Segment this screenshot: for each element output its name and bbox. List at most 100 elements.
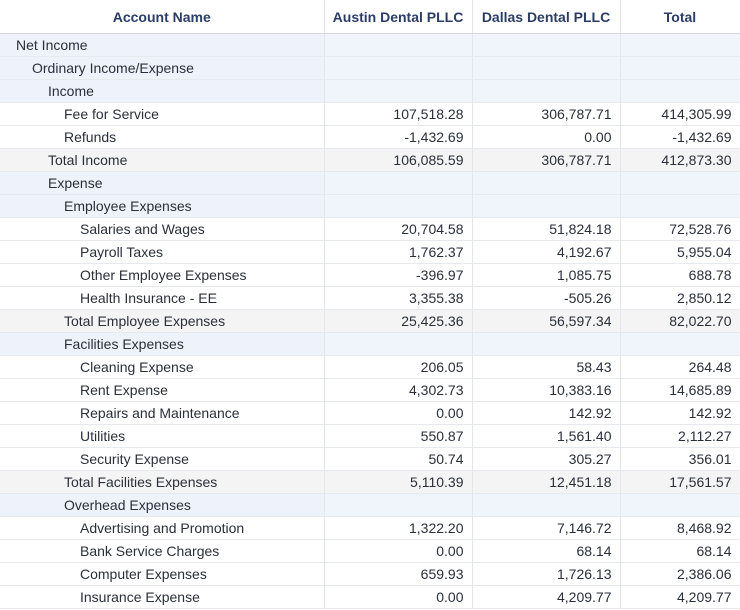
account-name-cell: Repairs and Maintenance — [0, 401, 325, 425]
austin-value-cell — [324, 33, 473, 57]
account-name-cell: Other Employee Expenses — [0, 263, 325, 287]
dallas-value-cell — [472, 56, 621, 80]
account-name-cell: Employee Expenses — [0, 194, 325, 218]
total-value-cell: 17,561.57 — [620, 470, 740, 494]
account-name-cell: Total Facilities Expenses — [0, 470, 325, 494]
column-header-account-name[interactable]: Account Name — [0, 0, 325, 34]
dallas-value-cell: 0.00 — [472, 125, 621, 149]
total-row[interactable]: Total Employee Expenses 25,425.36 56,597.3… — [0, 309, 740, 333]
account-name-cell: Security Expense — [0, 447, 325, 471]
table-row[interactable]: Salaries and Wages 20,704.58 51,824.18 72,5… — [0, 217, 740, 241]
total-value-cell: 142.92 — [620, 401, 740, 425]
dallas-value-cell: 142.92 — [472, 401, 621, 425]
group-row[interactable]: Overhead Expenses — [0, 493, 740, 517]
dallas-value-cell: 10,383.16 — [472, 378, 621, 402]
austin-value-cell — [324, 493, 473, 517]
account-name-cell: Bank Service Charges — [0, 539, 325, 563]
dallas-value-cell: -505.26 — [472, 286, 621, 310]
dallas-value-cell: 56,597.34 — [472, 309, 621, 333]
total-value-cell: 2,850.12 — [620, 286, 740, 310]
dallas-value-cell: 51,824.18 — [472, 217, 621, 241]
total-value-cell: 5,955.04 — [620, 240, 740, 264]
total-value-cell: 414,305.99 — [620, 102, 740, 126]
total-value-cell: 14,685.89 — [620, 378, 740, 402]
austin-value-cell: -1,432.69 — [324, 125, 473, 149]
dallas-value-cell: 1,561.40 — [472, 424, 621, 448]
dallas-value-cell: 58.43 — [472, 355, 621, 379]
account-name-cell: Insurance Expense — [0, 585, 325, 609]
austin-value-cell — [324, 79, 473, 103]
column-header-total[interactable]: Total — [620, 0, 740, 34]
austin-value-cell: 1,322.20 — [324, 516, 473, 540]
column-header-austin-dental[interactable]: Austin Dental PLLC — [324, 0, 473, 34]
total-row[interactable]: Total Facilities Expenses 5,110.39 12,451.… — [0, 470, 740, 494]
austin-value-cell: 0.00 — [324, 585, 473, 609]
dallas-value-cell: 68.14 — [472, 539, 621, 563]
group-row[interactable]: Income — [0, 79, 740, 103]
dallas-value-cell — [472, 194, 621, 218]
total-value-cell: 72,528.76 — [620, 217, 740, 241]
total-value-cell: -1,432.69 — [620, 125, 740, 149]
table-row[interactable]: Cleaning Expense 206.05 58.43 264.48 — [0, 355, 740, 379]
table-body: Net Income Ordinary Income/Expense Income F… — [0, 33, 740, 609]
table-header: Account Name Austin Dental PLLC Dallas D… — [0, 0, 740, 34]
dallas-value-cell: 306,787.71 — [472, 102, 621, 126]
table-row[interactable]: Payroll Taxes 1,762.37 4,192.67 5,955.04 — [0, 240, 740, 264]
table-row[interactable]: Other Employee Expenses -396.97 1,085.75 68… — [0, 263, 740, 287]
total-value-cell: 8,468.92 — [620, 516, 740, 540]
group-row[interactable]: Expense — [0, 171, 740, 195]
group-row[interactable]: Net Income — [0, 33, 740, 57]
austin-value-cell: -396.97 — [324, 263, 473, 287]
total-value-cell: 68.14 — [620, 539, 740, 563]
table-row[interactable]: Fee for Service 107,518.28 306,787.71 414,3… — [0, 102, 740, 126]
column-header-dallas-dental[interactable]: Dallas Dental PLLC — [472, 0, 621, 34]
dallas-value-cell: 7,146.72 — [472, 516, 621, 540]
austin-value-cell: 0.00 — [324, 401, 473, 425]
table-row[interactable]: Security Expense 50.74 305.27 356.01 — [0, 447, 740, 471]
austin-value-cell: 3,355.38 — [324, 286, 473, 310]
austin-value-cell — [324, 56, 473, 80]
account-name-cell: Payroll Taxes — [0, 240, 325, 264]
table-row[interactable]: Refunds -1,432.69 0.00 -1,432.69 — [0, 125, 740, 149]
total-value-cell — [620, 79, 740, 103]
austin-value-cell: 0.00 — [324, 539, 473, 563]
total-value-cell — [620, 493, 740, 517]
account-name-cell: Income — [0, 79, 325, 103]
austin-value-cell: 106,085.59 — [324, 148, 473, 172]
table-row[interactable]: Repairs and Maintenance 0.00 142.92 142.92 — [0, 401, 740, 425]
dallas-value-cell — [472, 79, 621, 103]
table-row[interactable]: Utilities 550.87 1,561.40 2,112.27 — [0, 424, 740, 448]
total-value-cell: 82,022.70 — [620, 309, 740, 333]
account-name-cell: Utilities — [0, 424, 325, 448]
table-row[interactable]: Rent Expense 4,302.73 10,383.16 14,685.89 — [0, 378, 740, 402]
group-row[interactable]: Facilities Expenses — [0, 332, 740, 356]
account-name-cell: Rent Expense — [0, 378, 325, 402]
table-row[interactable]: Computer Expenses 659.93 1,726.13 2,386.06 — [0, 562, 740, 586]
dallas-value-cell: 12,451.18 — [472, 470, 621, 494]
total-value-cell — [620, 33, 740, 57]
dallas-value-cell: 4,192.67 — [472, 240, 621, 264]
group-row[interactable]: Employee Expenses — [0, 194, 740, 218]
account-name-cell: Salaries and Wages — [0, 217, 325, 241]
austin-value-cell — [324, 171, 473, 195]
table-row[interactable]: Insurance Expense 0.00 4,209.77 4,209.77 — [0, 585, 740, 609]
account-name-cell: Overhead Expenses — [0, 493, 325, 517]
total-value-cell: 2,112.27 — [620, 424, 740, 448]
austin-value-cell — [324, 332, 473, 356]
account-name-cell: Total Employee Expenses — [0, 309, 325, 333]
account-name-cell: Health Insurance - EE — [0, 286, 325, 310]
header-row: Account Name Austin Dental PLLC Dallas D… — [0, 0, 740, 34]
table-row[interactable]: Advertising and Promotion 1,322.20 7,146.7… — [0, 516, 740, 540]
dallas-value-cell — [472, 493, 621, 517]
dallas-value-cell: 305.27 — [472, 447, 621, 471]
total-row[interactable]: Total Income 106,085.59 306,787.71 412,873.… — [0, 148, 740, 172]
dallas-value-cell: 4,209.77 — [472, 585, 621, 609]
group-row[interactable]: Ordinary Income/Expense — [0, 56, 740, 80]
total-value-cell: 4,209.77 — [620, 585, 740, 609]
table-row[interactable]: Bank Service Charges 0.00 68.14 68.14 — [0, 539, 740, 563]
table-row[interactable]: Health Insurance - EE 3,355.38 -505.26 2,85… — [0, 286, 740, 310]
total-value-cell — [620, 194, 740, 218]
austin-value-cell: 107,518.28 — [324, 102, 473, 126]
account-name-cell: Expense — [0, 171, 325, 195]
